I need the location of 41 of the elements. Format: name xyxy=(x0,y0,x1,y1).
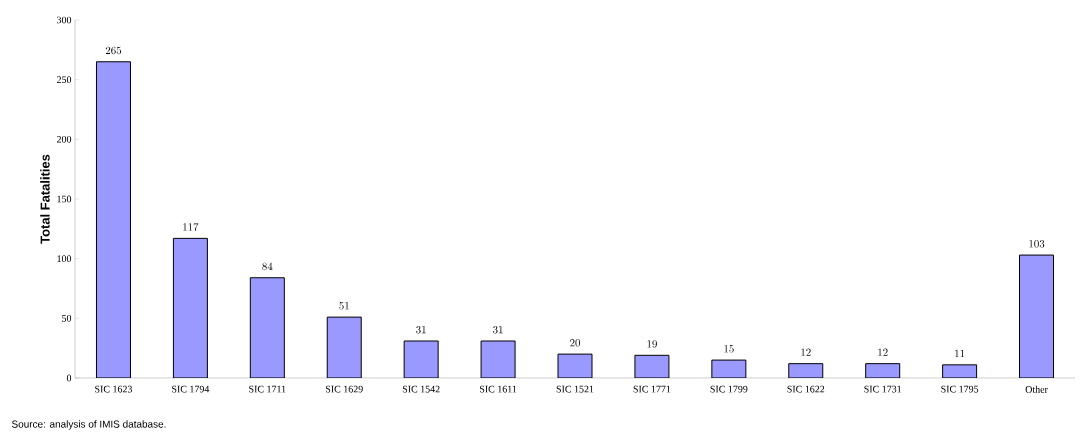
y-tick-label: 300 xyxy=(57,16,72,24)
bar xyxy=(249,277,285,378)
bar xyxy=(326,316,362,378)
data-label: 19 xyxy=(647,340,657,348)
data-label: 15 xyxy=(724,345,734,353)
bar xyxy=(172,237,208,378)
x-tick-label: SIC 1611 xyxy=(479,385,517,393)
bar xyxy=(1019,254,1055,378)
y-tick-label: 50 xyxy=(62,314,72,322)
y-tick-label: 200 xyxy=(56,135,72,143)
x-tick-label: SIC 1799 xyxy=(710,385,748,393)
bar xyxy=(403,340,439,378)
data-label: 51 xyxy=(339,302,349,310)
x-tick-label: SIC 1542 xyxy=(402,385,440,393)
x-tick-label: SIC 1629 xyxy=(325,385,363,393)
data-label: 31 xyxy=(493,325,503,334)
source-note: Source: analysis of IMIS database. xyxy=(11,420,166,430)
data-label: 11 xyxy=(955,349,965,358)
data-label: 31 xyxy=(416,325,426,334)
data-label: 12 xyxy=(801,348,811,356)
y-tick-label: 150 xyxy=(57,195,72,203)
data-label: 84 xyxy=(262,262,273,271)
x-tick-label: SIC 1771 xyxy=(633,385,671,393)
x-tick-label: Other xyxy=(1025,385,1048,393)
x-tick-label: SIC 1731 xyxy=(864,385,902,393)
x-tick-label: SIC 1795 xyxy=(941,385,979,393)
data-label: 265 xyxy=(105,46,122,55)
y-axis-title: Total Fatalities xyxy=(40,154,50,244)
data-label: 117 xyxy=(183,223,199,231)
bar xyxy=(95,61,131,378)
data-label: 12 xyxy=(878,348,888,356)
x-tick-label: SIC 1622 xyxy=(787,385,825,393)
y-tick-label: 250 xyxy=(56,76,72,84)
y-tick-label: 100 xyxy=(57,255,72,263)
x-tick-label: SIC 1521 xyxy=(556,385,594,393)
x-tick-label: SIC 1623 xyxy=(95,385,133,393)
data-label: 20 xyxy=(570,339,581,347)
y-tick-label: 0 xyxy=(66,374,72,382)
x-tick-label: SIC 1794 xyxy=(172,385,210,393)
x-tick-label: SIC 1711 xyxy=(249,385,286,393)
data-label: 103 xyxy=(1029,239,1045,248)
